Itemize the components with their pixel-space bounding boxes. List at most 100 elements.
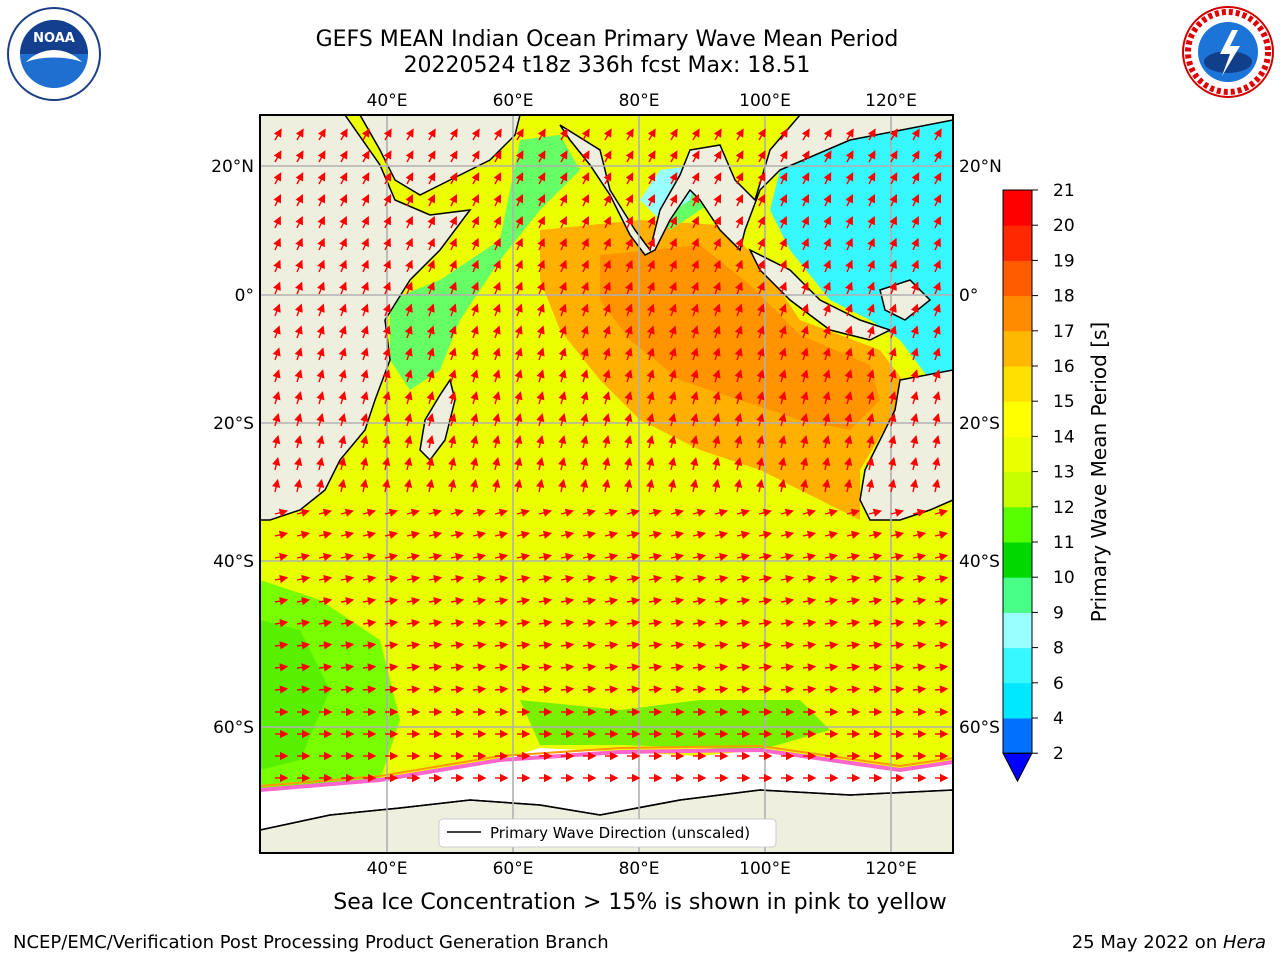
wave-direction-arrow (603, 259, 611, 273)
wave-direction-arrow (515, 259, 523, 273)
wave-direction-arrow (647, 281, 655, 295)
wave-direction-arrow (493, 259, 501, 273)
wave-direction-arrow (472, 530, 487, 539)
wave-direction-arrow (756, 391, 765, 405)
wave-direction-arrow (691, 215, 699, 229)
wave-direction-arrow (624, 435, 633, 449)
wave-direction-arrow (428, 552, 443, 562)
wave-direction-arrow (493, 194, 502, 207)
wave-direction-arrow (538, 619, 553, 628)
wave-direction-arrow (559, 194, 568, 207)
wave-direction-arrow (778, 369, 787, 383)
wave-direction-arrow (626, 574, 641, 584)
wave-direction-arrow (625, 215, 633, 229)
wave-direction-arrow (604, 663, 619, 672)
wave-direction-arrow (537, 172, 546, 185)
wave-direction-arrow (932, 303, 941, 317)
wave-direction-arrow (758, 596, 773, 606)
wave-direction-arrow (449, 215, 457, 229)
wave-direction-arrow (450, 619, 465, 628)
wave-direction-arrow (800, 456, 809, 471)
wave-direction-arrow (692, 663, 707, 672)
wave-direction-arrow (538, 596, 553, 606)
wave-direction-arrow (602, 303, 611, 317)
wave-direction-arrow (493, 172, 502, 185)
wave-direction-arrow (295, 259, 303, 273)
wave-direction-arrow (758, 508, 772, 517)
wave-direction-arrow (801, 194, 810, 207)
colorbar-under-extension (1002, 752, 1033, 783)
wave-direction-arrow (470, 435, 479, 449)
wave-direction-arrow (450, 552, 465, 562)
wave-direction-arrow (670, 685, 685, 694)
wave-direction-arrow (933, 128, 942, 141)
wave-direction-arrow (470, 369, 479, 383)
wave-direction-arrow (603, 281, 611, 295)
wave-direction-arrow (405, 237, 413, 251)
wave-direction-arrow (756, 303, 765, 317)
wave-direction-arrow (560, 508, 574, 517)
wave-direction-arrow (559, 150, 568, 163)
wave-direction-arrow (846, 530, 861, 539)
wave-direction-arrow (558, 456, 567, 471)
wave-direction-arrow (494, 641, 509, 650)
wave-direction-arrow (515, 194, 524, 207)
wave-direction-arrow (604, 619, 619, 628)
colorbar-tick-label: 11 (1053, 533, 1075, 553)
wave-direction-arrow (450, 574, 465, 584)
wave-direction-arrow (932, 347, 941, 361)
wave-direction-arrow (492, 369, 501, 383)
wave-direction-arrow (690, 303, 699, 317)
wave-direction-arrow (867, 259, 875, 273)
wave-direction-arrow (361, 259, 369, 273)
wave-direction-arrow (868, 685, 883, 694)
wave-direction-arrow (558, 369, 567, 383)
wave-direction-arrow (648, 530, 663, 539)
wave-direction-arrow (824, 619, 839, 628)
footer-date-text: 25 May 2022 on (1071, 932, 1223, 953)
wave-direction-arrow (493, 128, 502, 141)
wave-direction-arrow (558, 435, 567, 449)
wave-direction-arrow (294, 369, 303, 383)
wave-direction-arrow (912, 574, 927, 584)
wave-direction-arrow (801, 281, 809, 295)
wave-direction-arrow (340, 508, 354, 517)
footer-credit: NCEP/EMC/Verification Post Processing Pr… (13, 932, 609, 953)
lon-tick-bottom-80e: 80°E (619, 859, 660, 879)
wave-direction-arrow (890, 685, 905, 694)
wave-direction-arrow (714, 530, 729, 539)
wave-direction-arrow (295, 281, 303, 295)
wave-direction-arrow (579, 478, 589, 493)
wave-direction-arrow (912, 596, 927, 606)
wave-direction-arrow (757, 172, 766, 185)
wave-direction-arrow (450, 508, 464, 517)
wave-direction-arrow (339, 237, 347, 251)
wave-direction-arrow (513, 478, 523, 493)
wave-direction-arrow (823, 259, 831, 273)
wave-direction-arrow (450, 530, 465, 539)
wave-direction-arrow (339, 150, 348, 163)
wave-direction-arrow (361, 237, 369, 251)
wave-direction-arrow (799, 478, 809, 493)
wave-direction-arrow (384, 596, 399, 606)
wave-direction-arrow (626, 641, 641, 650)
wave-direction-arrow (274, 530, 289, 539)
wave-direction-arrow (273, 172, 282, 185)
wave-direction-arrow (384, 685, 399, 694)
wave-direction-arrow (602, 435, 611, 449)
wave-direction-arrow (911, 150, 920, 163)
wave-direction-arrow (800, 303, 809, 317)
wave-direction-arrow (494, 619, 509, 628)
wave-direction-arrow (406, 641, 421, 650)
wave-direction-arrow (624, 413, 633, 427)
colorbar-label: Primary Wave Mean Period [s] (1087, 322, 1111, 623)
wave-direction-arrow (647, 237, 655, 251)
colorbar-segment (1003, 612, 1032, 649)
lat-tick-left-20s: 20°S (213, 414, 254, 434)
wave-direction-arrow (692, 685, 707, 694)
wave-direction-arrow (912, 508, 926, 517)
wave-direction-arrow (845, 194, 854, 207)
wave-direction-arrow (648, 596, 663, 606)
wave-direction-arrow (735, 259, 743, 273)
wave-direction-arrow (340, 619, 355, 628)
